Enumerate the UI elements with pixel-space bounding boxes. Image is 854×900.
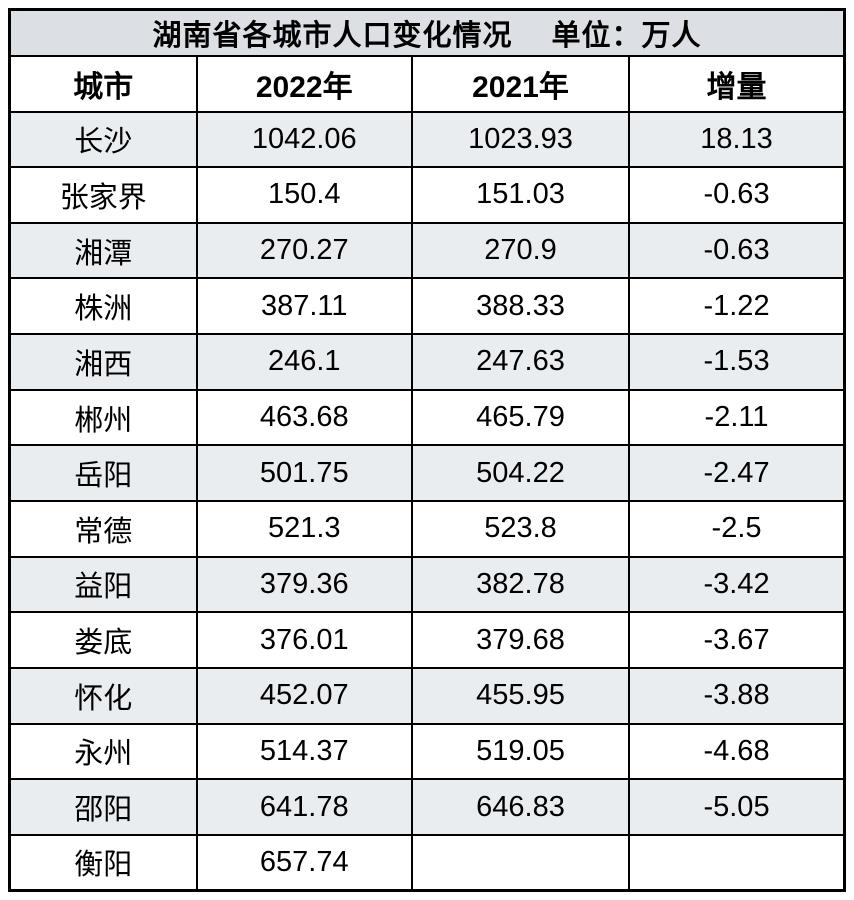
table-row: 永州 514.37 519.05 -4.68 [8, 722, 846, 781]
value-2021-cell: 465.79 [410, 388, 631, 447]
city-cell: 衡阳 [8, 833, 198, 892]
value-2021-cell: 388.33 [410, 277, 631, 336]
table-row: 郴州 463.68 465.79 -2.11 [8, 388, 846, 447]
city-cell: 张家界 [8, 166, 198, 224]
table-row: 益阳 379.36 382.78 -3.42 [8, 555, 846, 614]
city-cell: 湘西 [8, 333, 198, 391]
delta-cell: -1.22 [628, 277, 846, 336]
value-2022-cell: 521.3 [195, 499, 413, 558]
delta-cell: -0.63 [628, 166, 846, 224]
city-cell: 益阳 [8, 555, 198, 614]
city-cell: 邵阳 [8, 778, 198, 836]
value-2022-cell: 246.1 [195, 333, 413, 391]
value-2022-cell: 501.75 [195, 444, 413, 502]
value-2022-cell: 463.68 [195, 388, 413, 447]
value-2021-cell: 504.22 [410, 444, 631, 502]
table-row: 岳阳 501.75 504.22 -2.47 [8, 444, 846, 502]
city-cell: 湘潭 [8, 221, 198, 280]
value-2021-cell: 382.78 [410, 555, 631, 614]
table-row: 娄底 376.01 379.68 -3.67 [8, 611, 846, 669]
delta-cell: -2.11 [628, 388, 846, 447]
table-row: 怀化 452.07 455.95 -3.88 [8, 666, 846, 725]
population-table-container: 湖南省各城市人口变化情况 单位：万人 城市 2022年 2021年 增量 长沙 1… [8, 8, 846, 892]
delta-cell: -3.67 [628, 611, 846, 669]
table-row: 湘潭 270.27 270.9 -0.63 [8, 221, 846, 280]
population-table: 湖南省各城市人口变化情况 单位：万人 城市 2022年 2021年 增量 长沙 1… [8, 8, 846, 892]
value-2022-cell: 452.07 [195, 666, 413, 725]
column-header-delta: 增量 [628, 54, 846, 113]
city-cell: 株洲 [8, 277, 198, 336]
value-2021-cell: 519.05 [410, 722, 631, 781]
delta-cell: -3.88 [628, 666, 846, 725]
delta-cell: 18.13 [628, 110, 846, 169]
city-cell: 郴州 [8, 388, 198, 447]
value-2022-cell: 150.4 [195, 166, 413, 224]
value-2022-cell: 379.36 [195, 555, 413, 614]
column-header-2021: 2021年 [410, 54, 631, 113]
value-2022-cell: 657.74 [195, 833, 413, 892]
city-cell: 娄底 [8, 611, 198, 669]
value-2021-cell: 379.68 [410, 611, 631, 669]
delta-cell: -0.63 [628, 221, 846, 280]
column-header-2022: 2022年 [195, 54, 413, 113]
delta-cell: -3.42 [628, 555, 846, 614]
table-body: 长沙 1042.06 1023.93 18.13 张家界 150.4 151.03 -0.63… [8, 110, 846, 892]
value-2021-cell: 270.9 [410, 221, 631, 280]
column-header-city: 城市 [8, 54, 198, 113]
city-cell: 永州 [8, 722, 198, 781]
city-cell: 长沙 [8, 110, 198, 169]
delta-cell: -2.47 [628, 444, 846, 502]
value-2021-cell: 151.03 [410, 166, 631, 224]
table-row: 株洲 387.11 388.33 -1.22 [8, 277, 846, 336]
table-row: 邵阳 641.78 646.83 -5.05 [8, 778, 846, 836]
delta-cell [628, 833, 846, 892]
value-2021-cell: 523.8 [410, 499, 631, 558]
value-2022-cell: 376.01 [195, 611, 413, 669]
city-cell: 怀化 [8, 666, 198, 725]
city-cell: 常德 [8, 499, 198, 558]
delta-cell: -2.5 [628, 499, 846, 558]
value-2022-cell: 514.37 [195, 722, 413, 781]
value-2022-cell: 1042.06 [195, 110, 413, 169]
value-2021-cell: 1023.93 [410, 110, 631, 169]
header-row: 城市 2022年 2021年 增量 [8, 54, 846, 113]
value-2022-cell: 387.11 [195, 277, 413, 336]
value-2021-cell [410, 833, 631, 892]
delta-cell: -5.05 [628, 778, 846, 836]
table-row: 湘西 246.1 247.63 -1.53 [8, 333, 846, 391]
value-2021-cell: 455.95 [410, 666, 631, 725]
delta-cell: -4.68 [628, 722, 846, 781]
city-cell: 岳阳 [8, 444, 198, 502]
delta-cell: -1.53 [628, 333, 846, 391]
table-title: 湖南省各城市人口变化情况 单位：万人 [8, 8, 846, 57]
table-row: 张家界 150.4 151.03 -0.63 [8, 166, 846, 224]
table-row: 长沙 1042.06 1023.93 18.13 [8, 110, 846, 169]
table-row: 常德 521.3 523.8 -2.5 [8, 499, 846, 558]
title-row: 湖南省各城市人口变化情况 单位：万人 [8, 8, 846, 57]
value-2021-cell: 646.83 [410, 778, 631, 836]
value-2021-cell: 247.63 [410, 333, 631, 391]
value-2022-cell: 641.78 [195, 778, 413, 836]
value-2022-cell: 270.27 [195, 221, 413, 280]
table-row: 衡阳 657.74 [8, 833, 846, 892]
